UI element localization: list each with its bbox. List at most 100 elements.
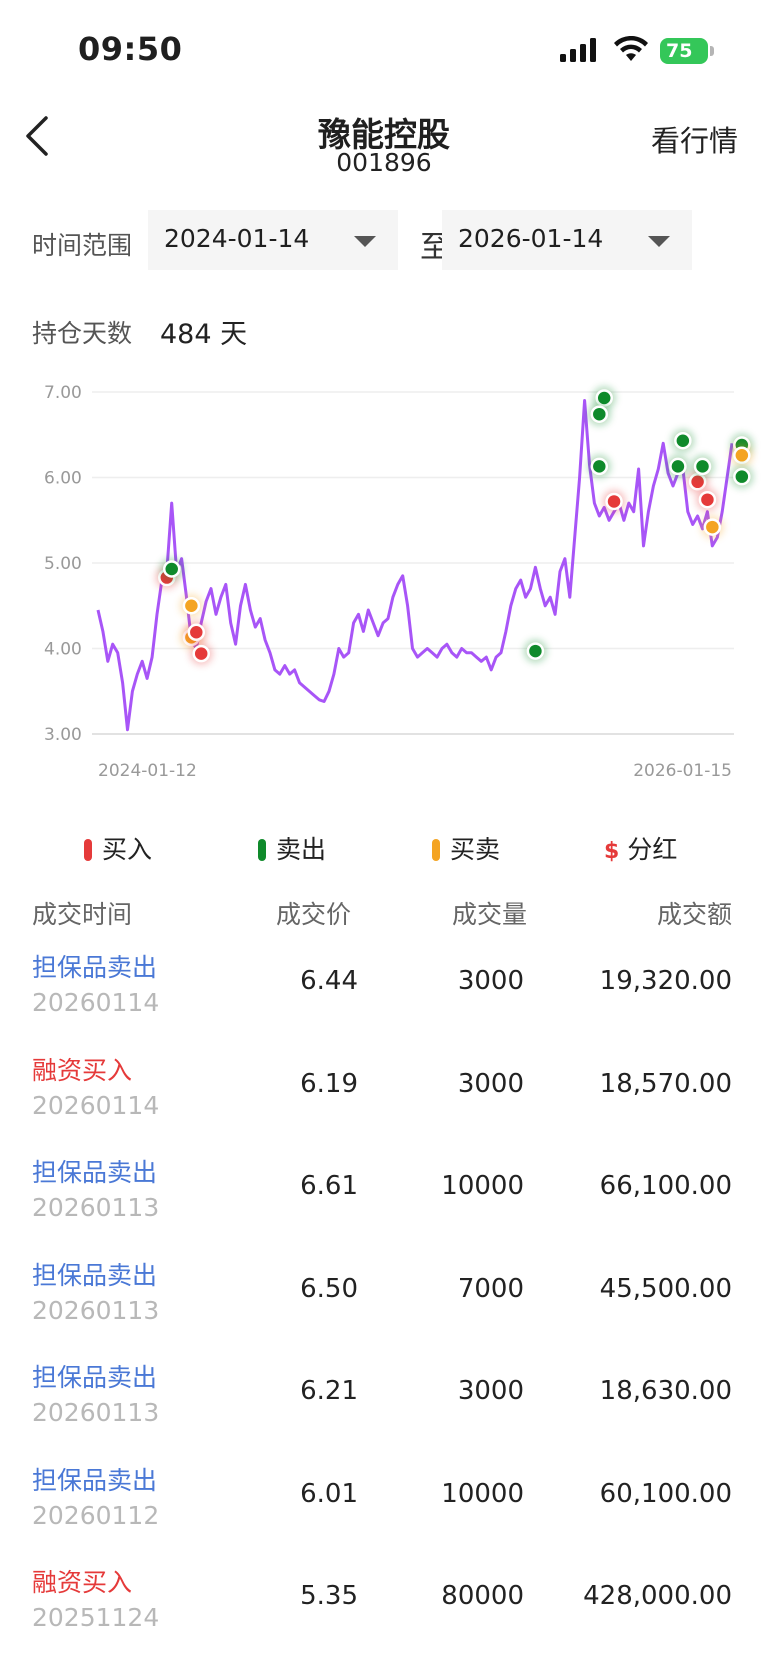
cellular-signal-icon [560,38,596,62]
trade-marker-sell[interactable] [588,455,611,478]
y-tick-label: 7.00 [44,383,82,403]
trade-price: 6.44 [300,966,358,996]
trade-volume: 3000 [457,1376,524,1406]
trade-amount: 18,570.00 [599,1068,732,1099]
caret-down-icon [354,236,376,247]
legend-both: 买卖 [432,830,500,866]
stock-code: 001896 [336,148,432,177]
trade-date: 20260113 [32,1398,160,1427]
trade-marker-sell[interactable] [730,465,753,488]
back-arrow-icon[interactable] [22,110,62,166]
trade-type: 融资买入 [32,1568,133,1597]
table-row[interactable]: 担保品卖出 20260112 6.01 10000 60,100.00 [0,1461,768,1563]
caret-down-icon [648,236,670,247]
holding-days-label: 持仓天数 [32,319,133,348]
trade-date: 20260114 [32,1090,160,1120]
trade-marker-sell[interactable] [160,557,183,580]
price-line [96,399,734,732]
trade-marker-sell[interactable] [671,429,694,452]
trade-volume: 3000 [457,966,524,996]
range-label: 时间范围 [32,231,133,260]
legend-dividend-label: 分红 [627,835,678,864]
buy-marker-icon [84,839,92,861]
trade-date: 20260112 [32,1500,160,1530]
trade-marker-both[interactable] [701,516,724,539]
table-row[interactable]: 担保品卖出 20260113 6.50 7000 45,500.00 [0,1256,768,1358]
trade-volume: 80000 [441,1581,524,1611]
trade-marker-sell[interactable] [588,403,611,426]
trade-type: 担保品卖出 [32,1363,158,1392]
x-tick-label: 2026-01-15 [633,761,732,781]
page-title: 豫能控股 [318,115,450,154]
trade-volume: 10000 [441,1478,524,1509]
trade-price: 6.19 [300,1068,358,1099]
y-tick-label: 6.00 [44,469,82,489]
both-marker-icon [432,839,440,861]
view-market-button[interactable]: 看行情 [650,124,738,158]
trade-marker-buy[interactable] [603,490,626,513]
start-date-select[interactable]: 2024-01-14 [148,210,398,270]
trade-amount: 18,630.00 [599,1376,732,1406]
trade-price: 6.01 [300,1478,358,1509]
trade-type: 担保品卖出 [32,953,158,982]
holding-days-value: 484 天 [160,319,248,350]
legend-sell-label: 卖出 [276,835,327,864]
chart-legend: 买入 卖出 买卖 $ 分红 [0,830,768,870]
trade-marker-both[interactable] [180,594,203,617]
trade-marker-buy[interactable] [696,488,719,511]
trade-marker-sell[interactable] [524,640,547,663]
trade-date: 20260114 [32,988,160,1017]
legend-both-label: 买卖 [450,835,501,864]
trade-amount: 60,100.00 [599,1478,732,1509]
y-tick-label: 5.00 [44,554,82,574]
nav-bar: 豫能控股 001896 看行情 [0,100,768,184]
table-row[interactable]: 融资买入 20260114 6.19 3000 18,570.00 [0,1051,768,1153]
trade-price: 6.50 [300,1273,358,1304]
trade-amount: 45,500.00 [599,1273,732,1304]
trade-type: 融资买入 [32,1055,133,1085]
start-date-value: 2024-01-14 [164,224,310,253]
table-row[interactable]: 担保品卖出 20260113 6.61 10000 66,100.00 [0,1153,768,1255]
trade-marker-buy[interactable] [185,621,208,644]
sell-marker-icon [258,839,266,861]
trade-date: 20260113 [32,1193,160,1222]
legend-buy-label: 买入 [102,835,153,864]
trade-volume: 7000 [457,1273,524,1304]
legend-buy: 买入 [84,830,152,866]
battery-icon: 75 [660,38,708,64]
legend-sell: 卖出 [258,830,326,866]
end-date-select[interactable]: 2026-01-14 [442,210,692,270]
trade-date: 20260113 [32,1295,160,1325]
header-volume: 成交量 [452,900,528,929]
dividend-icon: $ [604,839,620,864]
header-amount: 成交额 [656,900,732,929]
trade-amount: 66,100.00 [599,1171,732,1201]
trade-date: 20251124 [32,1603,160,1632]
price-chart[interactable]: 7.00 6.00 5.00 4.00 3.00 2024-01-12 2026-01-1… [0,370,768,790]
y-tick-label: 4.00 [44,640,82,660]
trade-type: 担保品卖出 [32,1465,158,1495]
trade-volume: 3000 [457,1068,524,1099]
trade-volume: 10000 [441,1171,524,1201]
trade-marker-sell[interactable] [666,455,689,478]
trade-type: 担保品卖出 [32,1260,158,1290]
trade-table-header: 成交时间 成交价 成交量 成交额 [0,895,768,935]
trade-price: 5.35 [300,1581,358,1611]
table-row[interactable]: 担保品卖出 20260114 6.44 3000 19,320.00 [0,948,768,1050]
trade-marker-both[interactable] [730,444,753,467]
end-date-value: 2026-01-14 [458,224,604,253]
x-tick-label: 2024-01-12 [98,761,197,781]
y-tick-label: 3.00 [44,725,82,745]
legend-dividend: $ 分红 [604,830,677,866]
status-bar: 09:50 75 [0,0,768,100]
trade-amount: 428,000.00 [583,1581,732,1611]
trade-amount: 19,320.00 [599,966,732,996]
header-time: 成交时间 [32,900,133,929]
trade-marker-buy[interactable] [190,642,213,665]
table-row[interactable]: 融资买入 20251124 5.35 80000 428,000.00 [0,1563,768,1665]
trade-marker-sell[interactable] [691,455,714,478]
table-row[interactable]: 担保品卖出 20260113 6.21 3000 18,630.00 [0,1358,768,1460]
trade-type: 担保品卖出 [32,1158,158,1187]
trade-price: 6.21 [300,1376,358,1406]
status-time: 09:50 [78,30,183,68]
